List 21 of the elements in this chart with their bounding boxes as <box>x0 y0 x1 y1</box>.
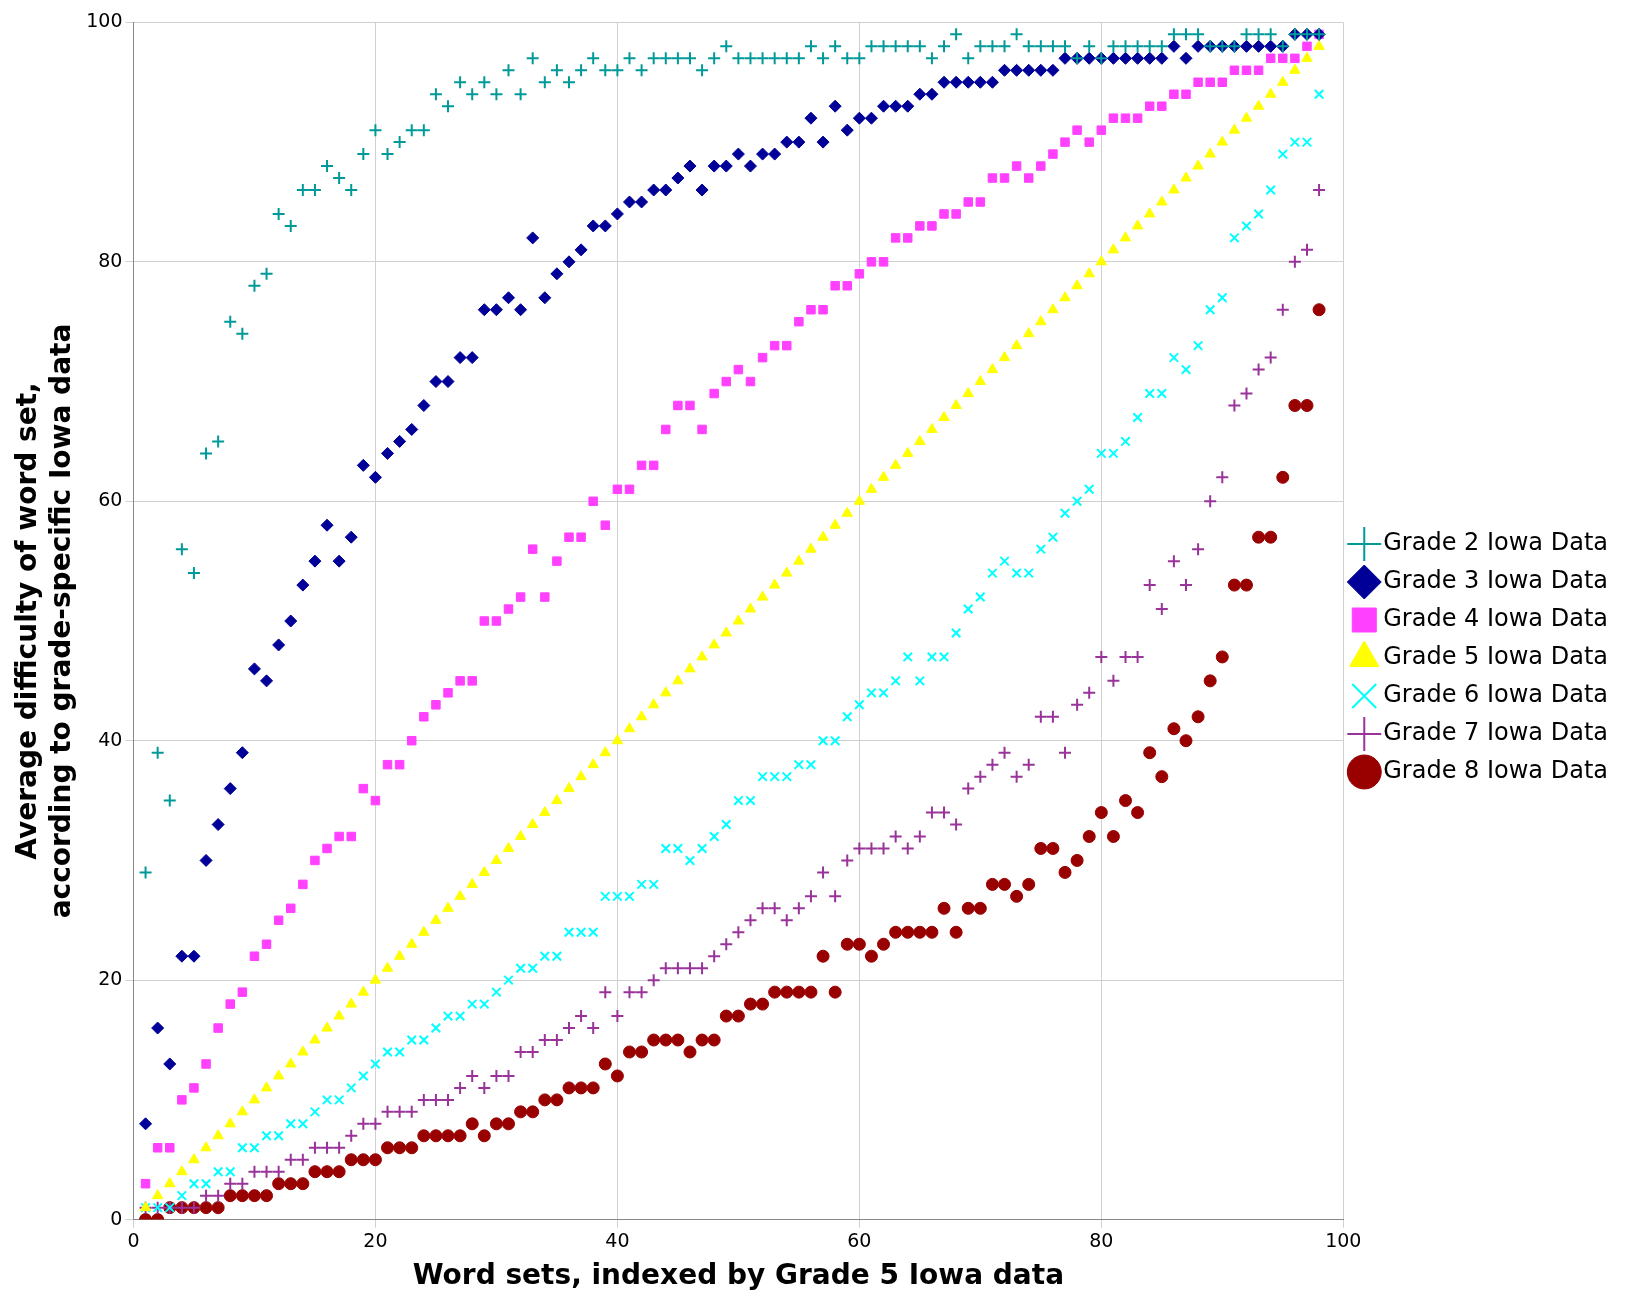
y-tick-label: 80 <box>98 248 123 271</box>
x-tick-label: 80 <box>1089 1228 1114 1251</box>
legend-label: Grade 5 Iowa Data <box>1383 642 1608 671</box>
y-tick-label: 20 <box>98 967 123 990</box>
y-tick-label: 40 <box>98 727 123 750</box>
x-tick-label: 40 <box>605 1228 630 1251</box>
y-axis-title: Average difficulty of word set, according to grade-specific Iowa data <box>10 323 77 919</box>
legend-label: Grade 6 Iowa Data <box>1383 680 1608 709</box>
y-tick-label: 0 <box>110 1206 123 1229</box>
x-tick-label: 20 <box>363 1228 388 1251</box>
legend-label: Grade 7 Iowa Data <box>1383 718 1608 747</box>
legend-label: Grade 4 Iowa Data <box>1383 604 1608 633</box>
x-tick-label: 0 <box>127 1228 140 1251</box>
legend-label: Grade 2 Iowa Data <box>1383 528 1608 557</box>
x-tick-label: 100 <box>1325 1228 1362 1251</box>
x-tick-label: 60 <box>847 1228 872 1251</box>
legend-label: Grade 8 Iowa Data <box>1383 756 1608 785</box>
x-axis-title: Word sets, indexed by Grade 5 Iowa data <box>412 1258 1065 1292</box>
y-tick-label: 60 <box>98 488 123 511</box>
y-tick-label: 100 <box>86 9 123 32</box>
legend-label: Grade 3 Iowa Data <box>1383 566 1608 595</box>
